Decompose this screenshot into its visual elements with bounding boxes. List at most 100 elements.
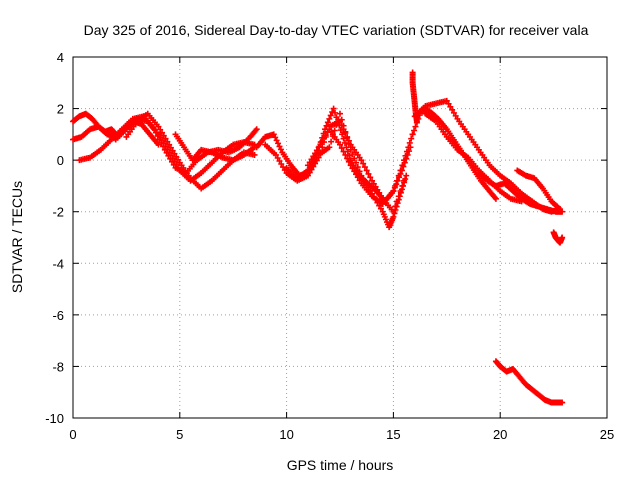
data-point — [393, 203, 400, 210]
series-arc-12 — [411, 97, 564, 215]
grid-lines — [73, 57, 607, 418]
data-point — [328, 138, 335, 145]
y-axis-ticks: -10 -8 -6 -4 -2 0 2 4 — [45, 50, 607, 426]
y-axis-label: SDTVAR / TECUs — [9, 181, 25, 293]
data-point — [327, 112, 334, 119]
data-point — [557, 206, 564, 213]
data-point — [351, 168, 358, 175]
y-tick-label: -6 — [52, 308, 64, 323]
chart-title: Day 325 of 2016, Sidereal Day-to-day VTE… — [84, 22, 589, 38]
data-point — [397, 167, 404, 174]
data-point — [277, 146, 284, 153]
data-point — [338, 145, 345, 152]
data-point — [304, 162, 311, 169]
data-point — [559, 234, 566, 241]
y-tick-label: -2 — [52, 205, 64, 220]
series-tail — [550, 229, 566, 246]
data-point — [272, 151, 279, 158]
data-point — [331, 127, 338, 134]
y-tick-label: -4 — [52, 256, 64, 271]
x-tick-label: 0 — [69, 427, 76, 442]
data-point — [401, 179, 408, 186]
data-point — [411, 127, 418, 134]
data-point — [275, 140, 282, 147]
data-point — [337, 127, 344, 134]
data-point — [337, 110, 343, 117]
data-point — [344, 134, 351, 141]
data-point — [376, 189, 383, 196]
data-point — [169, 147, 176, 154]
data-point — [315, 144, 322, 151]
x-tick-label: 15 — [386, 427, 400, 442]
series-arc-11 — [409, 108, 499, 202]
data-point — [175, 156, 182, 163]
data-point — [447, 103, 454, 110]
data-point — [160, 140, 167, 147]
x-axis-label: GPS time / hours — [287, 457, 394, 473]
data-point — [395, 196, 402, 203]
data-point — [341, 139, 348, 146]
plot-frame — [72, 56, 608, 419]
data-point — [392, 206, 399, 213]
y-tick-label: -8 — [52, 359, 64, 374]
data-point — [405, 144, 412, 151]
data-point — [445, 100, 452, 107]
data-point — [377, 192, 384, 199]
data-point — [160, 132, 167, 139]
data-point — [159, 137, 165, 144]
data-point — [280, 164, 287, 171]
data-point — [401, 157, 408, 164]
y-tick-label: 4 — [57, 50, 64, 65]
data-point — [347, 162, 354, 169]
data-point — [159, 129, 165, 136]
data-point — [356, 177, 363, 184]
data-point — [166, 141, 173, 148]
data-point — [403, 172, 410, 179]
series-low-arc — [492, 358, 566, 406]
data-point — [155, 123, 162, 130]
series-arc-15 — [514, 167, 564, 213]
data-point — [361, 164, 368, 171]
data-point — [313, 147, 320, 154]
data-point — [155, 131, 162, 138]
data-point — [374, 186, 381, 193]
data-point — [337, 141, 343, 148]
data-point — [251, 151, 258, 158]
data-point — [157, 126, 164, 133]
data-point — [175, 164, 182, 171]
data-point — [356, 168, 363, 175]
data-point — [393, 177, 400, 184]
data-point — [395, 172, 402, 179]
data-point — [363, 167, 370, 174]
data-point — [169, 155, 176, 162]
y-tick-label: 2 — [57, 102, 64, 117]
data-point — [396, 193, 403, 200]
data-point — [365, 170, 372, 177]
x-tick-label: 25 — [600, 427, 614, 442]
data-point — [369, 177, 376, 184]
data-point — [394, 200, 401, 207]
data-point — [408, 135, 415, 142]
data-point — [304, 172, 311, 179]
data-point — [276, 158, 283, 165]
data-point — [171, 158, 178, 165]
data-point — [372, 183, 379, 190]
data-point — [164, 146, 171, 153]
data-point — [360, 175, 367, 182]
x-axis-ticks: 0 5 10 15 20 25 — [69, 57, 614, 442]
data-point — [406, 139, 413, 146]
data-point — [326, 144, 333, 151]
data-point — [370, 180, 377, 187]
data-point — [361, 178, 368, 185]
data-point — [330, 105, 337, 112]
data-point — [308, 156, 315, 163]
series-arc-6 — [172, 131, 258, 164]
data-point — [278, 161, 285, 168]
data-point — [342, 128, 349, 135]
series-arc-14 — [475, 170, 566, 215]
data-point — [173, 161, 180, 168]
data-point — [338, 116, 345, 123]
data-point — [164, 138, 171, 145]
data-point — [162, 135, 169, 142]
